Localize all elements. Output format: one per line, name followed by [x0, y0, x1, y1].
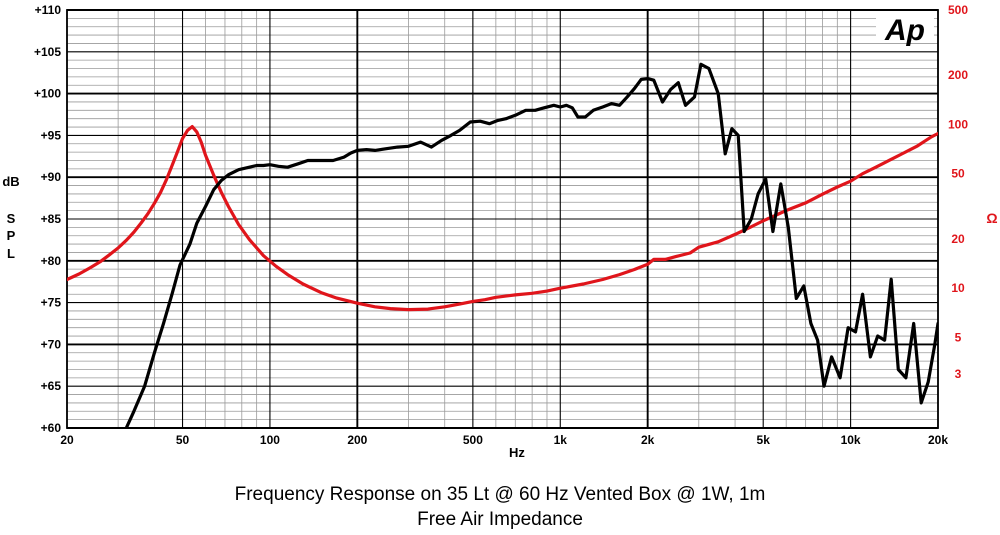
y-axis-title-line: dB: [2, 174, 19, 189]
impedance-series-line: [67, 124, 938, 312]
x-axis-ticks: 20 50 100 200 500 1k 2k 5k 10k 20k: [60, 433, 948, 447]
chart-caption-line-2: Free Air Impedance: [417, 509, 583, 530]
spl-series-line: [124, 62, 938, 428]
logo-background: [876, 12, 934, 42]
x-axis-title: Hz: [509, 445, 525, 460]
y-right-tick-label: 50: [951, 167, 965, 181]
x-tick-label: 200: [347, 433, 367, 447]
y-axis-left-title: dB S P L: [2, 174, 19, 261]
plot-frame: [66, 9, 939, 429]
y-axis-title-line: S: [7, 211, 16, 226]
x-tick-label: 10k: [841, 433, 861, 447]
x-tick-label: 5k: [757, 433, 771, 447]
y-tick-label: +85: [41, 212, 62, 226]
y-tick-label: +65: [41, 379, 62, 393]
x-tick-label: 20k: [928, 433, 948, 447]
y-axis-title-line: P: [7, 228, 16, 243]
y-right-tick-label: 200: [948, 68, 968, 82]
y-right-tick-label: 10: [951, 281, 965, 295]
y-right-tick-label: 5: [955, 330, 962, 344]
y-tick-label: +110: [35, 3, 62, 17]
y-tick-label: +90: [41, 170, 62, 184]
chart-grid: [66, 9, 939, 429]
y-tick-label: +60: [41, 421, 62, 435]
y-right-tick-label: 3: [955, 367, 962, 381]
x-tick-label: 2k: [641, 433, 655, 447]
y-axis-left-ticks: +110 +105 +100 +95 +90 +85 +80 +75 +70 +65 +60: [34, 3, 61, 435]
y-tick-label: +100: [34, 87, 61, 101]
y-tick-label: +70: [41, 337, 62, 351]
logo-text: Ap: [884, 14, 925, 47]
y-tick-label: +80: [41, 254, 62, 268]
x-tick-label: 20: [60, 433, 74, 447]
x-tick-label: 100: [260, 433, 280, 447]
x-tick-label: 500: [463, 433, 483, 447]
y-tick-label: +95: [41, 128, 62, 142]
y-axis-title-line: L: [7, 246, 15, 261]
y-axis-right-title: Ω: [986, 210, 997, 226]
y-right-tick-label: 20: [951, 232, 965, 246]
chart-series: [67, 62, 938, 428]
chart-caption-line-1: Frequency Response on 35 Lt @ 60 Hz Vent…: [234, 484, 766, 505]
y-right-tick-label: 100: [948, 117, 968, 131]
y-right-tick-label: 500: [948, 3, 968, 17]
x-tick-label: 50: [176, 433, 190, 447]
y-axis-right-ticks: 500 200 100 50 20 10 5 3: [948, 3, 968, 381]
ap-logo: Ap: [876, 12, 934, 47]
x-tick-label: 1k: [554, 433, 568, 447]
y-tick-label: +105: [34, 45, 61, 59]
frequency-response-chart: +110 +105 +100 +95 +90 +85 +80 +75 +70 +65 +60 500…: [2, 3, 997, 460]
y-tick-label: +75: [41, 296, 62, 310]
